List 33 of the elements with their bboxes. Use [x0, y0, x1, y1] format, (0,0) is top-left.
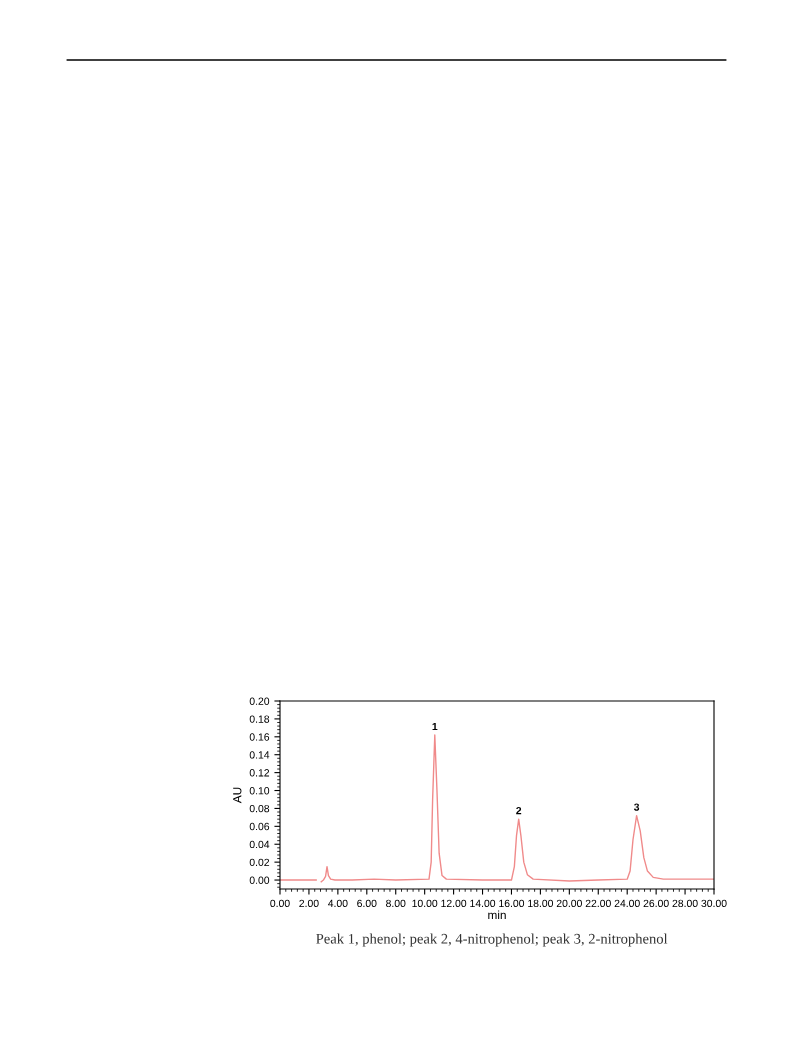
x-tick-label: 10.00: [412, 899, 438, 908]
y-axis-title: AU: [233, 787, 242, 804]
y-tick-label: 0.14: [249, 751, 270, 759]
x-tick-label: 28.00: [672, 899, 698, 908]
y-tick-label: 0.02: [249, 858, 270, 867]
y-tick-label: 0.18: [249, 715, 270, 723]
x-tick-label: 18.00: [528, 899, 554, 908]
annotation: 2: [516, 806, 522, 815]
x-tick-label: 20.00: [556, 899, 582, 908]
x-tick-label: 26.00: [643, 899, 669, 908]
x-axis-title: min: [488, 910, 506, 920]
x-tick-label: 6.00: [357, 899, 377, 908]
y-tick-label: 0.12: [249, 769, 270, 777]
x-tick-label: 30.00: [701, 899, 727, 908]
x-tick-label: 22.00: [585, 899, 611, 908]
x-tick-label: 12.00: [441, 899, 467, 908]
x-tick-label: 4.00: [327, 899, 348, 908]
y-tick-label: 0.20: [249, 697, 270, 705]
text: Peak 1, phenol; peak 2, 4-nitrophenol; peak 3, 2-nitrophenol: [316, 933, 668, 947]
x-tick-label: 14.00: [470, 899, 496, 908]
annotation: 3: [633, 803, 640, 811]
x-tick-label: 24.00: [614, 899, 640, 908]
annotation: 1: [432, 722, 438, 731]
y-tick-label: 0.04: [249, 840, 270, 849]
y-tick-label: 0.08: [249, 804, 270, 813]
x-tick-label: 2.00: [299, 899, 319, 908]
x-tick-label: 16.00: [499, 899, 525, 908]
x-tick-label: 0.00: [270, 899, 290, 908]
y-tick-label: 0.16: [249, 733, 270, 741]
y-tick-label: 0.10: [249, 787, 270, 795]
y-tick-label: 0.00: [249, 876, 270, 884]
y-tick-label: 0.06: [249, 822, 270, 831]
x-tick-label: 8.00: [386, 899, 406, 908]
